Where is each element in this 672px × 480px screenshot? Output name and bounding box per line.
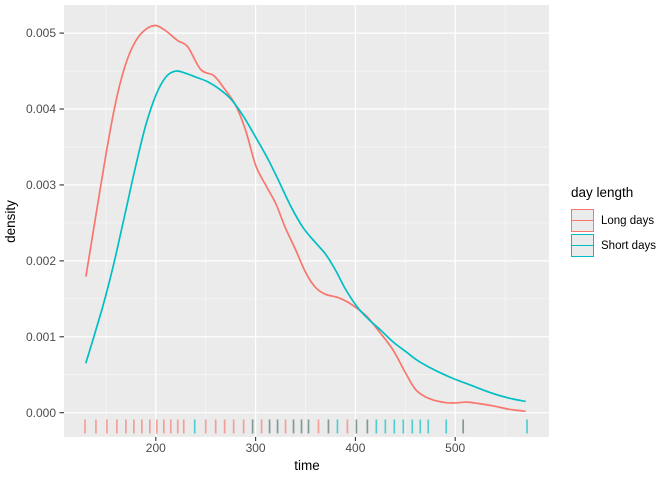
legend-key-line <box>572 244 593 246</box>
legend-key-swatch <box>571 209 594 232</box>
y-tick-label: 0.002 <box>25 253 56 268</box>
legend-item-long-days: Long days <box>571 209 656 232</box>
legend-key-line <box>572 219 593 221</box>
legend-key-swatch <box>571 234 594 257</box>
legend: day length Long days Short days <box>571 185 656 259</box>
legend-item-label: Short days <box>601 239 656 252</box>
x-tick-label: 500 <box>445 441 466 455</box>
legend-item-label: Long days <box>601 214 655 227</box>
x-axis-title: time <box>294 458 320 473</box>
density-curve-short-days <box>85 70 526 403</box>
y-axis-title-box: density <box>1 5 19 437</box>
x-tick-label: 200 <box>145 441 166 455</box>
legend-title: day length <box>571 185 634 200</box>
legend-item-short-days: Short days <box>571 234 656 257</box>
y-tick-label: 0.000 <box>25 405 56 420</box>
density-curve-long-days <box>85 24 526 413</box>
y-tick-label: 0.003 <box>25 177 56 192</box>
y-tick-label: 0.005 <box>25 26 56 41</box>
legend-items: Long days Short days <box>571 209 656 257</box>
y-axis-title: density <box>2 199 18 243</box>
x-tick-label: 400 <box>345 441 366 455</box>
x-tick-label: 300 <box>245 441 266 455</box>
y-tick-label: 0.001 <box>25 329 56 344</box>
y-tick-label: 0.004 <box>25 102 56 116</box>
panel-background <box>64 5 549 437</box>
